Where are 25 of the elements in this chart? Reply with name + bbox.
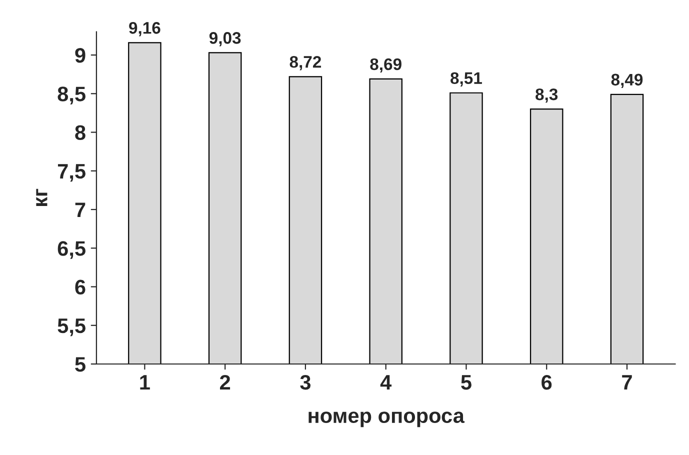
y-tick-label: 7,5 (58, 164, 86, 182)
data-label: 8,3 (536, 88, 558, 103)
y-tick-label: 8,5 (58, 86, 86, 104)
data-label: 8,51 (450, 72, 482, 86)
data-label: 9,03 (209, 32, 241, 46)
y-tick-label: 6,5 (58, 241, 86, 259)
x-tick-label: 1 (140, 375, 150, 390)
data-label: 9,16 (129, 22, 160, 36)
x-tick-label: 2 (220, 374, 230, 390)
x-axis-title: номер опороса (308, 412, 465, 428)
y-tick-label: 5 (75, 357, 86, 372)
y-tick-label: 5,5 (58, 318, 86, 336)
x-tick-label: 6 (542, 374, 552, 390)
x-tick-label: 3 (300, 374, 310, 390)
data-label: 8,49 (611, 74, 643, 88)
x-tick-label: 7 (622, 375, 632, 390)
x-tick-label: 5 (461, 375, 472, 390)
data-label: 8,69 (370, 58, 402, 73)
y-tick-label: 6 (75, 280, 86, 295)
y-tick-label: 8 (75, 125, 86, 140)
data-label: 8,72 (290, 56, 322, 70)
x-tick-label: 4 (380, 375, 392, 390)
y-tick-label: 9 (75, 48, 86, 63)
y-tick-label: 7 (75, 202, 86, 218)
y-axis-title: кг (36, 188, 48, 206)
